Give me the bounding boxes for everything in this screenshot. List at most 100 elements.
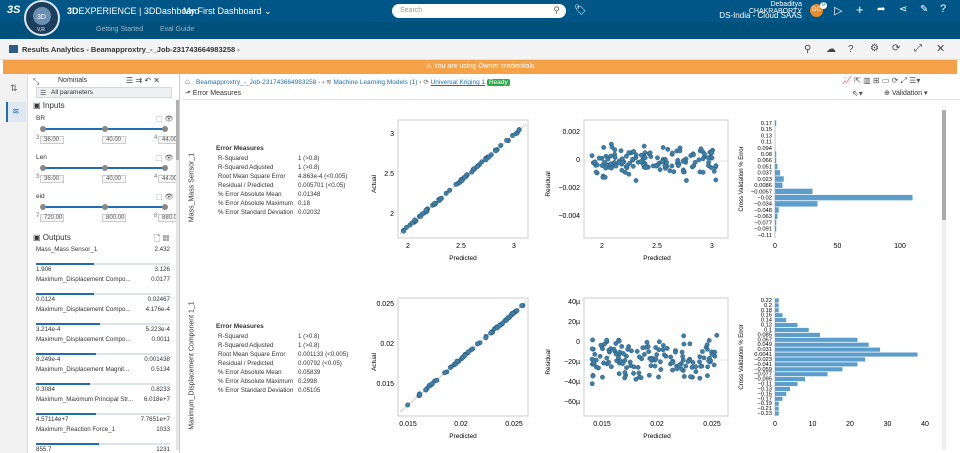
ds-logo-icon[interactable]: 3S [6,2,21,16]
value-field[interactable]: 800.00 [102,214,126,222]
fullscreen-icon[interactable]: ⤢ [914,43,922,54]
output-item[interactable]: Maximum_Displacement Magnit... 0.5134 0.30… [36,366,170,394]
histogram-bar [775,406,779,411]
metric-value: 1 (>0.8) [298,155,320,162]
view-toolbar[interactable]: 📈 ⇱ ▥ ⊞ ▭ ⟳ ⤢ ☰▾ [842,76,921,85]
output-item[interactable]: Mass_Mass Sensor_1 2.432 1.906 3.126 [36,246,170,274]
panel-scrollbar[interactable] [176,100,179,450]
input-tools-icon[interactable]: ⬚ 👁 [156,155,174,162]
help-icon[interactable]: ? [940,3,947,15]
data-point [438,195,444,201]
slider-thumb[interactable] [40,126,46,132]
play-icon[interactable]: ▷ [834,5,843,17]
output-value: 0.0177 [151,276,170,283]
min-field[interactable]: 36.00 [40,136,64,144]
tab-getting-started[interactable]: Getting Started [96,26,144,33]
output-max: 0.8233 [151,386,170,393]
community-icon[interactable]: ✎ [920,4,929,15]
value-field[interactable]: 40.00 [102,136,126,144]
input-slider[interactable] [40,126,168,132]
x-axis-label: Predicted [643,255,671,262]
residual-plot[interactable]: 40µ 20µ 0 −20µ −40µ −60µ 0.015 0.02 0.025 Predict… [542,292,732,442]
bin-label: −0.023 [754,357,772,363]
slider-thumb[interactable] [162,165,168,171]
search-icon[interactable]: ⚲ [553,5,560,15]
gear-icon[interactable]: ⚙ [870,43,879,54]
export-icon[interactable]: 🗋 ▦ [154,234,170,243]
cursor-icon[interactable]: ⇖▾ [852,89,863,98]
filter-select[interactable]: ☰ All parameters [36,87,172,98]
output-item[interactable]: Maximum_Reaction Force_1 1033 855.7 1231 [36,426,170,453]
slider-thumb[interactable] [40,165,46,171]
compass-icon[interactable]: 3D V,R [24,0,60,36]
input-slider[interactable] [40,204,168,210]
home-icon[interactable]: ⌂ [185,77,190,86]
close-icon[interactable]: ✕ [936,43,946,55]
data-point [510,132,516,138]
cv-error-histogram[interactable]: 0.170.150.130.110.0940.080.0660.0510.037… [735,114,935,264]
error-measures-toggle[interactable]: ⬏ Error Measures [185,90,242,97]
max-field[interactable]: 44.00 [158,175,178,183]
inputs-section-header[interactable]: ▣ Inputs [33,101,65,110]
avatar[interactable]: DC [810,4,823,17]
slider-thumb[interactable] [102,204,108,210]
x-tick-label: 30 [884,421,892,428]
y-tick-label: −0.004 [558,213,580,220]
cv-error-histogram[interactable]: 0.220.20.180.160.140.120.10.0850.0670.04… [735,292,935,442]
share-icon[interactable]: ⋖ [899,4,908,15]
output-item[interactable]: Maximum_Maximum Principal Str... 6.018e+7… [36,396,170,424]
collapse-icon[interactable]: ⤡ [33,77,40,86]
tick-min: 3 [36,174,40,180]
max-field[interactable]: 880.00 [158,214,179,222]
breadcrumb-kriging[interactable]: Universal Kriging 1 [430,79,486,86]
data-point [592,159,598,165]
slider-thumb[interactable] [40,204,46,210]
data-point [608,364,614,370]
search-input[interactable]: Search ⚲ [392,4,566,18]
min-field[interactable]: 36.00 [40,175,64,183]
output-item[interactable]: Maximum_Displacement Compo... 4.176e-4 3.2… [36,306,170,334]
share-arrow-icon[interactable]: ➦ [877,4,886,15]
value-field[interactable]: 40.00 [102,175,126,183]
dashboard-selector[interactable]: My First Dashboard ⌄ [183,6,272,17]
data-point [669,150,675,156]
metric-label: % Error Standard Deviation [218,209,294,216]
histogram-bar [775,194,913,201]
slider-thumb[interactable] [162,126,168,132]
output-range-fill [36,293,94,295]
help-icon[interactable]: ? [848,44,854,55]
validation-select[interactable]: ⊕ Validation ▾ [884,90,928,97]
cloud-icon[interactable]: ☁ [826,44,836,55]
input-slider[interactable] [40,165,168,171]
slider-thumb[interactable] [162,204,168,210]
input-tools-icon[interactable]: ⬚ 👁 [156,116,174,123]
max-field[interactable]: 44.00 [158,136,178,144]
main-scrollbar[interactable] [942,110,946,450]
outputs-section-header[interactable]: ▣ Outputs [33,233,71,242]
output-item[interactable]: Maximum_Displacement Compo... 0.0177 0.012… [36,276,170,304]
input-tools-icon[interactable]: ⬚ 👁 [156,194,174,201]
toolbar-icons[interactable]: ☰ ⇉ ↶ ✕ [126,76,160,85]
actual-vs-predicted-plot[interactable]: 0.015 0.02 0.025 0.025 0.02 0.015 Predicted Act… [368,292,538,442]
filter-value: All parameters [51,89,93,96]
min-field[interactable]: 720.00 [40,214,64,222]
user-name[interactable]: Debaditya CHAKRABORTY [748,1,802,15]
breadcrumb-ml-models[interactable]: Machine Learning Models (1) [333,79,418,86]
residual-plot[interactable]: 0.002 0 −0.002 −0.004 2 2.5 3 Predicted Residual [542,114,732,264]
refresh-icon[interactable]: ⟳ [892,43,901,54]
slider-thumb[interactable] [102,165,108,171]
tab-eval-guide[interactable]: Eval Guide [160,26,195,33]
actual-vs-predicted-plot[interactable]: 2 2.5 3 2 2.5 3 Predicted Actual [368,114,538,264]
output-item[interactable]: Maximum_Displacement Compo... 0.0011 8.249… [36,336,170,364]
data-point [616,355,621,361]
bin-label: −0.21 [757,406,772,412]
breadcrumb-job[interactable]: Beamapproxtry_-_Job-231743664983258 - [196,79,321,86]
tag-icon[interactable]: 🏷 [574,5,587,16]
output-min: 8.249e-4 [36,356,61,363]
search-icon[interactable]: ⚲ [804,44,812,55]
parameters-tab[interactable]: ≋ [6,102,26,122]
add-icon[interactable]: + [856,2,864,17]
slider-thumb[interactable] [102,126,108,132]
sort-icon[interactable]: ⇅ [10,83,18,93]
data-point [700,169,706,175]
